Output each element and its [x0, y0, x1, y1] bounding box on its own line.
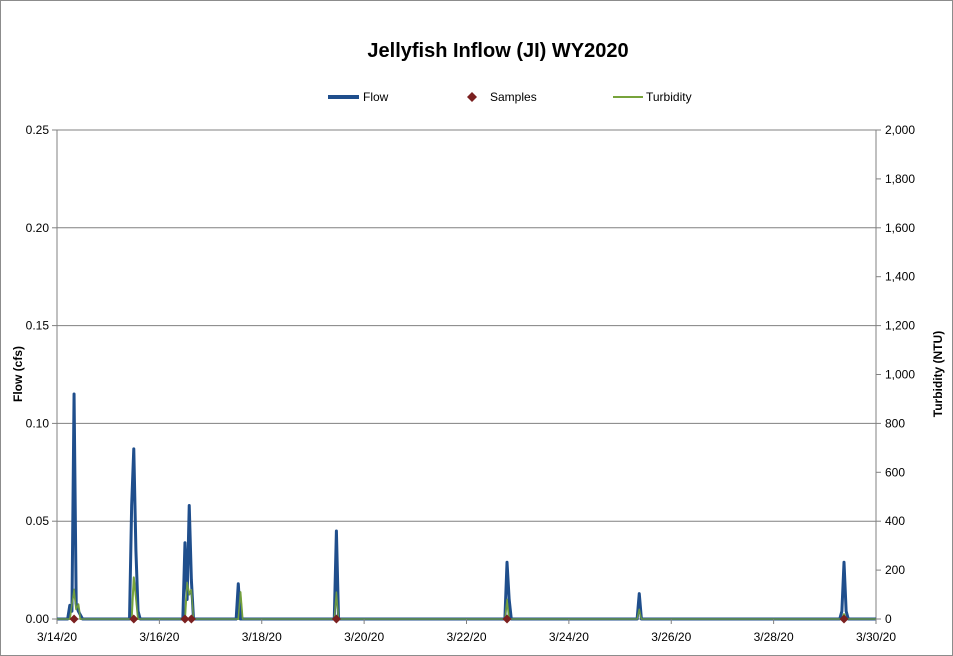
turbidity-series [57, 576, 876, 620]
samples-series [69, 614, 849, 624]
sample-point [839, 614, 849, 624]
y-tick-label: 0.00 [26, 612, 50, 626]
y2-tick-label: 0 [885, 612, 892, 626]
chart-title: Jellyfish Inflow (JI) WY2020 [367, 40, 628, 62]
turbidity-line-overlay [57, 576, 876, 620]
x-tick-label: 3/20/20 [344, 630, 384, 644]
x-tick-label: 3/26/20 [651, 630, 691, 644]
left-axis: 0.00 0.05 0.10 0.15 0.20 0.25 [26, 123, 57, 626]
sample-point [331, 614, 341, 624]
legend-samples-label: Samples [490, 90, 537, 104]
turbidity-line [57, 576, 876, 620]
y2-tick-label: 400 [885, 514, 905, 528]
y-tick-label: 0.15 [26, 319, 50, 333]
y2-tick-label: 1,000 [885, 368, 915, 382]
y2-tick-label: 200 [885, 563, 905, 577]
y-tick-label: 0.05 [26, 514, 50, 528]
y-tick-label: 0.25 [26, 123, 50, 137]
y-tick-label: 0.20 [26, 221, 50, 235]
right-axis: 0 200 400 600 800 1,000 1,200 1,400 1,600 1,800 2,… [876, 123, 915, 626]
sample-point [129, 614, 139, 624]
legend-samples-swatch [467, 92, 477, 102]
y2-tick-label: 1,600 [885, 221, 915, 235]
x-tick-label: 3/30/20 [856, 630, 896, 644]
gridlines [57, 227, 876, 522]
sample-point [180, 614, 190, 624]
x-tick-label: 3/18/20 [242, 630, 282, 644]
y2-tick-label: 800 [885, 416, 905, 430]
left-axis-title: Flow (cfs) [11, 346, 25, 402]
y2-tick-label: 2,000 [885, 123, 915, 137]
sample-point [69, 614, 79, 624]
sample-point [186, 614, 196, 624]
legend-flow-label: Flow [363, 90, 389, 104]
x-tick-label: 3/24/20 [549, 630, 589, 644]
y2-tick-label: 1,800 [885, 172, 915, 186]
x-tick-label: 3/22/20 [446, 630, 486, 644]
plot-area [56, 129, 877, 620]
y2-tick-label: 600 [885, 465, 905, 479]
x-axis: 3/14/20 3/16/20 3/18/20 3/20/20 3/22/20 3/24/… [37, 619, 896, 644]
flow-line [57, 392, 876, 621]
x-tick-label: 3/16/20 [139, 630, 179, 644]
y2-tick-label: 1,400 [885, 270, 915, 284]
x-tick-label: 3/28/20 [754, 630, 794, 644]
flow-series [57, 392, 876, 621]
sample-point [502, 614, 512, 624]
legend-turbidity-label: Turbidity [646, 90, 692, 104]
x-tick-label: 3/14/20 [37, 630, 77, 644]
y2-tick-label: 1,200 [885, 319, 915, 333]
right-axis-title: Turbidity (NTU) [931, 331, 945, 417]
y-tick-label: 0.10 [26, 416, 50, 430]
legend: Flow Samples Turbidity [328, 90, 692, 104]
